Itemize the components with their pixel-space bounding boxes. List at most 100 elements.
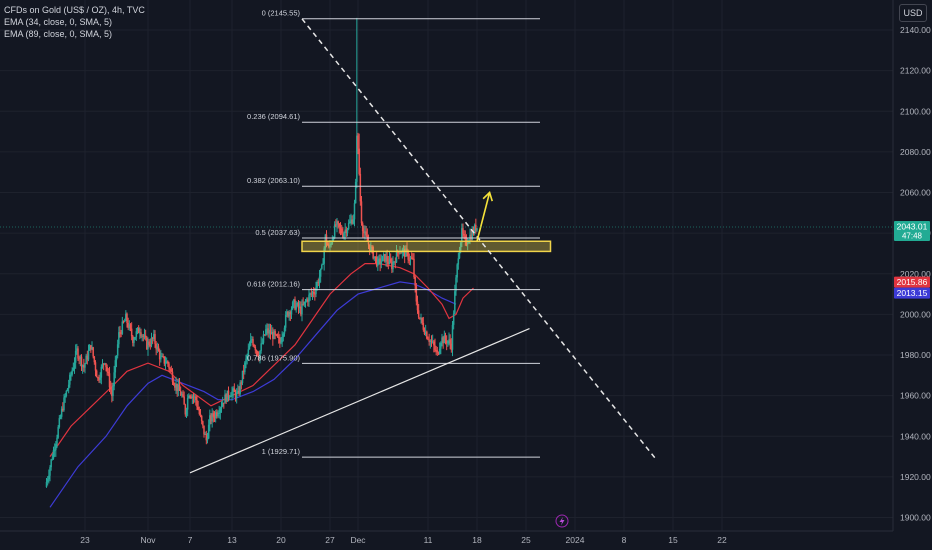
candle-body [83, 365, 85, 368]
candle-body [354, 181, 357, 204]
candle-body [356, 135, 358, 182]
candle-body [468, 241, 470, 244]
candle-body [108, 373, 111, 388]
candle-body [132, 336, 134, 343]
candle-body [213, 416, 216, 418]
x-tick-label: 22 [717, 535, 727, 545]
x-tick-label: 2024 [566, 535, 585, 545]
candle-body [466, 243, 469, 245]
candle-body [267, 328, 269, 334]
candle-body [230, 395, 232, 397]
candle-body [321, 264, 323, 269]
candle-body [456, 264, 458, 278]
candle-body [400, 252, 402, 254]
candle-body [380, 261, 383, 265]
candle-body [55, 444, 57, 451]
candle-body [329, 244, 331, 247]
candle-body [347, 223, 350, 229]
candle-body [50, 459, 52, 468]
candle-body [290, 309, 293, 315]
candle-body [392, 262, 394, 270]
candle-body [398, 252, 400, 254]
candle-body [435, 349, 437, 351]
candle-body [441, 337, 443, 343]
candle-body [455, 277, 457, 292]
candle-body [160, 356, 162, 360]
candle-body [188, 395, 190, 399]
candle-body [144, 335, 147, 338]
candle-body [462, 228, 464, 234]
candle-body [183, 396, 185, 405]
candle-body [130, 328, 133, 337]
candle-body [232, 388, 234, 392]
candle-body [408, 259, 411, 261]
candle-body [476, 228, 478, 231]
candle-body [335, 224, 337, 226]
candle-body [475, 224, 477, 231]
candle-body [198, 409, 201, 414]
price-tag-bg [894, 276, 930, 288]
candle-body [116, 344, 119, 356]
candle-body [59, 416, 62, 419]
candle-body [253, 345, 255, 347]
candle-body [387, 261, 390, 264]
candle-body [385, 256, 387, 262]
candle-body [357, 135, 359, 149]
candle-body [84, 363, 86, 368]
candle-body [437, 352, 440, 354]
candle-body [359, 173, 362, 202]
candle-body [273, 331, 275, 339]
candle-body [438, 348, 441, 354]
candle-body [393, 261, 395, 263]
candle-body [119, 332, 121, 334]
candle-body [323, 248, 325, 264]
candle-body [342, 233, 344, 238]
candle-body [473, 224, 476, 234]
candle-body [314, 293, 316, 295]
candle-body [241, 370, 244, 383]
candle-body [227, 390, 230, 398]
candle-body [381, 255, 384, 262]
candle-body [134, 337, 136, 340]
candle-body [367, 241, 370, 245]
candle-body [139, 332, 141, 334]
candle-body [377, 258, 379, 266]
candle-body [217, 414, 219, 417]
candle-body [433, 341, 435, 346]
price-tag-text: 2013.15 [897, 288, 928, 298]
candle-body [99, 377, 101, 380]
candle-body [123, 320, 126, 323]
x-tick-label: 25 [521, 535, 531, 545]
candle-body [51, 458, 54, 460]
candle-body [184, 404, 187, 415]
candle-body [276, 334, 279, 338]
candle-body [129, 324, 132, 329]
ema34-legend: EMA (34, close, 0, SMA, 5) [4, 17, 113, 27]
candle-body [394, 261, 397, 263]
uptrend-line [189, 328, 530, 474]
candle-body [263, 334, 266, 336]
candle-body [402, 248, 405, 250]
y-tick-label: 2120.00 [900, 66, 931, 76]
currency-button[interactable]: USD [899, 4, 927, 22]
candle-body [231, 391, 233, 396]
candle-body [46, 479, 49, 482]
candle-body [374, 256, 377, 258]
candle-body [106, 367, 108, 372]
candle-body [269, 330, 272, 335]
candle-body [153, 334, 155, 339]
candle-body [312, 292, 315, 294]
candle-body [172, 381, 175, 386]
y-tick-label: 1940.00 [900, 431, 931, 441]
candle-body [283, 327, 286, 334]
candle-body [48, 475, 50, 480]
candle-body [450, 343, 453, 350]
candle-body [57, 427, 59, 438]
candle-body [339, 227, 342, 229]
candle-body [429, 340, 432, 342]
candle-body [284, 315, 287, 328]
candle-body [275, 334, 278, 336]
candle-body [207, 424, 210, 439]
candle-body [204, 433, 206, 435]
